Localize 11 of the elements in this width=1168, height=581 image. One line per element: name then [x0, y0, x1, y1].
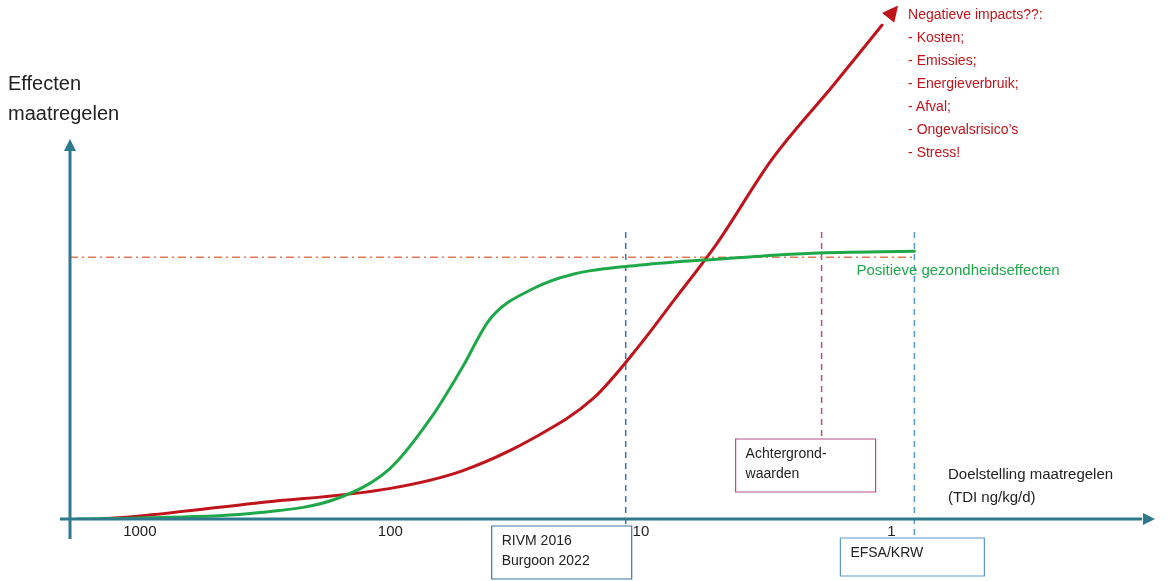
- y-axis-title: Effecten maatregelen: [8, 71, 120, 124]
- ref-line-label: Achtergrond- waarden: [744, 444, 827, 481]
- x-tick-label: 10: [632, 522, 650, 540]
- ref-line-label: EFSA/KRW: [850, 543, 925, 560]
- ref-line-label: RIVM 2016 Burgoon 2022: [501, 531, 590, 568]
- x-tick-label: 100: [377, 522, 403, 540]
- x-tick-label: 1: [887, 522, 896, 540]
- series-label: Positieve gezondheidseffecten: [856, 261, 1060, 279]
- x-tick-label: 1000: [123, 522, 157, 540]
- x-axis-title: Doelstelling maatregelen (TDI ng/kg/d): [948, 464, 1114, 505]
- annotation: Negatieve impacts??: - Kosten; - Emissies; - Energieverbruik; - Afval; - Ongevalsrisico’s - Stress!: [908, 5, 1043, 160]
